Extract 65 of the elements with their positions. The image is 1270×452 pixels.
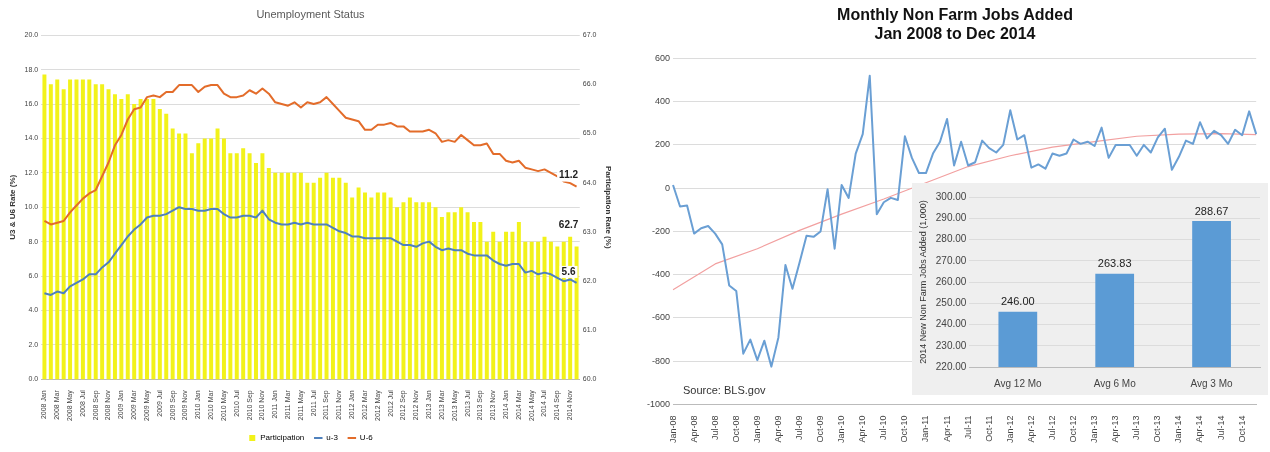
x-tick-label: Jul-11 (962, 415, 973, 440)
x-tick-label: Jan-09 (751, 415, 762, 444)
x-tick-label: Jul-08 (709, 415, 720, 440)
x-tick-label: Avg 6 Mo (1093, 377, 1137, 389)
y-tick-label: -400 (652, 269, 671, 280)
y-tick-label: 220.00 (935, 360, 967, 372)
y-tick-label: 250.00 (935, 297, 967, 308)
x-tick-label: Avg 3 Mo (1190, 377, 1234, 389)
x-tick-label: Apr-12 (1025, 415, 1036, 443)
y2-axis-title: Participation Rate (%) (604, 165, 613, 249)
legend-label: u-3 (326, 433, 339, 443)
y-axis-title: U3 & U6 Rate (%) (8, 174, 17, 240)
x-tick-label: Oct-09 (815, 415, 826, 443)
x-tick-label: Apr-11 (941, 415, 952, 442)
x-tick-label: Jul-14 (1215, 415, 1226, 440)
legend-label: Participation (260, 433, 305, 443)
data-label: 62.7 (558, 219, 579, 231)
chart-title: Monthly Non Farm Jobs Added (837, 6, 1073, 24)
x-tick-label: Jul-10 (878, 415, 889, 440)
x-tick-label: Jul-12 (1046, 415, 1057, 440)
x-tick-label: Apr-13 (1110, 415, 1121, 443)
data-label: 5.6 (561, 265, 576, 277)
x-tick-label: Jan-10 (836, 415, 847, 444)
y-tick-label: -600 (652, 312, 671, 323)
y-tick-label: 280.00 (935, 233, 967, 245)
data-label: 11.2 (559, 169, 579, 181)
y-tick-label: 230.00 (935, 339, 967, 351)
x-tick-label: Jan-11 (920, 415, 931, 443)
x-tick-label: Jan-08 (667, 415, 678, 444)
y-tick-label: 260.00 (935, 275, 967, 287)
y-tick-label: 240.00 (935, 318, 967, 330)
x-tick-label: Oct-12 (1068, 415, 1078, 443)
x-tick-label: Jan-12 (1004, 415, 1015, 444)
y-tick-label: -200 (652, 225, 671, 236)
x-tick-label: Apr-08 (688, 415, 699, 443)
y-tick-label: 300.00 (935, 190, 967, 202)
data-label: 246.00 (1000, 295, 1035, 308)
legend-label: U-6 (359, 433, 374, 443)
y-tick-label: 290.00 (935, 212, 967, 223)
y-tick-label: 200 (654, 139, 671, 150)
y-tick-label: 0 (665, 182, 671, 193)
x-tick-label: Jul-13 (1131, 415, 1142, 440)
x-tick-label: Oct-13 (1152, 415, 1163, 443)
chart-title: Unemployment Status (256, 7, 366, 20)
x-tick-label: Oct-14 (1236, 415, 1247, 443)
y-tick-label: 400 (654, 96, 671, 107)
y-tick-label: 270.00 (935, 254, 967, 266)
x-tick-label: Apr-14 (1194, 415, 1205, 443)
x-tick-label: Oct-08 (730, 415, 741, 443)
x-tick-label: Jan-14 (1173, 415, 1184, 444)
x-tick-label: Oct-10 (899, 415, 910, 443)
x-tick-label: Avg 12 Mo (994, 377, 1043, 389)
x-tick-label: Apr-10 (857, 415, 868, 443)
y-tick-label: -800 (652, 355, 671, 366)
x-tick-label: Oct-11 (983, 415, 994, 442)
y-tick-label: 600 (654, 52, 671, 63)
data-label: 263.83 (1097, 257, 1132, 270)
chart-subtitle: Jan 2008 to Dec 2014 (874, 25, 1036, 43)
x-tick-label: Apr-09 (772, 415, 783, 443)
data-label: 288.67 (1194, 204, 1229, 217)
y-axis-title: 2014 New Non Farm Jobs Added (1,000) (917, 200, 928, 364)
annotation: Source: BLS.gov (683, 384, 767, 397)
x-tick-label: Jul-09 (793, 415, 804, 440)
x-tick-label: Jan-13 (1089, 415, 1100, 444)
y-tick-label: -1000 (646, 398, 671, 409)
